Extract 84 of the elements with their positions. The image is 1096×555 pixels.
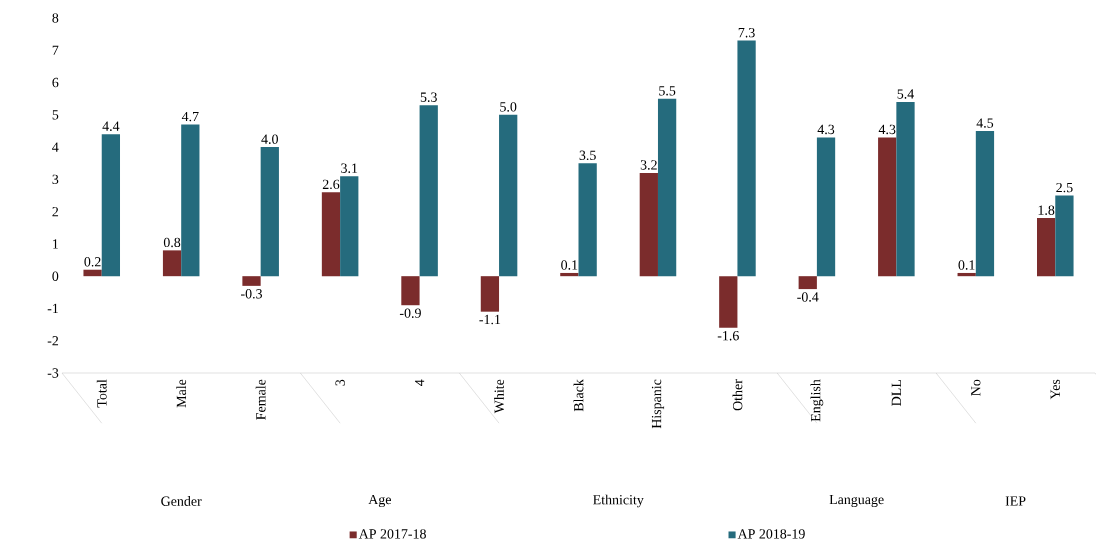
data-label: 2.5 <box>1056 182 1073 193</box>
x-tick-label: No <box>971 379 981 396</box>
bar <box>878 137 897 277</box>
bar <box>957 272 976 277</box>
bar <box>181 124 200 277</box>
y-tick-label: 0 <box>52 271 59 281</box>
bar <box>560 272 579 277</box>
bar <box>340 176 359 277</box>
text: Age <box>368 494 391 508</box>
text: Language <box>829 494 884 508</box>
y-tick-label: -3 <box>47 368 59 378</box>
x-tick-label: Hispanic <box>651 379 665 429</box>
data-label: -1.1 <box>479 314 501 325</box>
bar <box>499 114 518 277</box>
data-label: 4.3 <box>878 124 896 135</box>
data-label: 5.3 <box>420 92 437 102</box>
bar <box>401 276 420 306</box>
bar <box>798 276 817 290</box>
y-tick-label: 8 <box>52 13 59 23</box>
bar <box>737 40 756 277</box>
y-tick-label: 6 <box>52 77 59 88</box>
y-tick-label: 3 <box>52 174 59 185</box>
data-label: 4.7 <box>181 111 199 122</box>
y-tick-label: 7 <box>52 45 59 55</box>
text: IEP <box>1005 496 1026 506</box>
data-label: -1.6 <box>717 331 739 341</box>
data-label: 5.5 <box>659 86 676 96</box>
y-tick-label: 2 <box>52 207 59 217</box>
y-tick-label: 4 <box>52 142 59 152</box>
x-tick-label: Black <box>573 379 584 412</box>
bar <box>260 147 279 277</box>
x-tick-label: DLL <box>891 380 901 406</box>
data-label: 4.3 <box>817 124 835 135</box>
data-label: 0.1 <box>958 260 975 270</box>
x-tick-label: Other <box>732 379 743 411</box>
data-label: 3.5 <box>579 150 596 161</box>
data-label: 1.8 <box>1038 205 1055 215</box>
y-tick-label: -2 <box>47 336 59 346</box>
bar <box>321 192 341 277</box>
bar <box>83 269 102 277</box>
bar <box>1055 195 1074 277</box>
bar <box>639 172 658 277</box>
data-label: 0.2 <box>84 257 101 267</box>
bar <box>480 276 500 312</box>
bar <box>816 137 836 277</box>
y-tick-label: 1 <box>53 239 58 249</box>
x-tick-label: English <box>810 379 824 422</box>
x-tick-label: Male <box>176 379 187 408</box>
data-label: 3.2 <box>640 160 657 170</box>
text: Ethnicity <box>593 494 644 508</box>
bar <box>1037 218 1056 277</box>
data-label: 0.8 <box>163 237 181 248</box>
x-tick-label: White <box>494 379 504 414</box>
bar <box>101 134 121 277</box>
data-label: 4.4 <box>102 121 120 131</box>
data-label: 3.1 <box>341 163 358 173</box>
legend-label: AP 2018-19 <box>737 529 805 539</box>
bar <box>657 98 677 277</box>
data-label: -0.3 <box>240 289 263 299</box>
data-label: -0.9 <box>399 308 421 318</box>
x-tick-label: Female <box>255 379 266 420</box>
legend-label: AP 2017-18 <box>358 529 426 539</box>
bar <box>419 105 438 277</box>
data-label: 7.3 <box>738 27 755 38</box>
bar <box>162 250 182 277</box>
y-tick-label: 5 <box>52 110 59 120</box>
data-label: 5.4 <box>897 89 914 99</box>
x-tick-label: Total <box>96 379 107 408</box>
x-tick-label: 4 <box>414 379 425 386</box>
bar <box>242 276 261 286</box>
y-tick-label: -1 <box>47 303 58 314</box>
x-tick-label: Yes <box>1050 379 1060 400</box>
bar <box>719 276 738 328</box>
x-tick-label: 3 <box>335 379 345 386</box>
data-label: 4.5 <box>976 118 994 128</box>
bar <box>578 163 597 277</box>
data-label: -0.4 <box>797 292 819 302</box>
bar <box>975 130 995 277</box>
data-label: 4.0 <box>261 134 278 144</box>
data-label: 0.1 <box>561 260 578 270</box>
bar <box>896 101 915 277</box>
data-label: 5.0 <box>500 102 517 112</box>
text: Gender <box>161 496 202 506</box>
data-label: 2.6 <box>322 179 340 190</box>
